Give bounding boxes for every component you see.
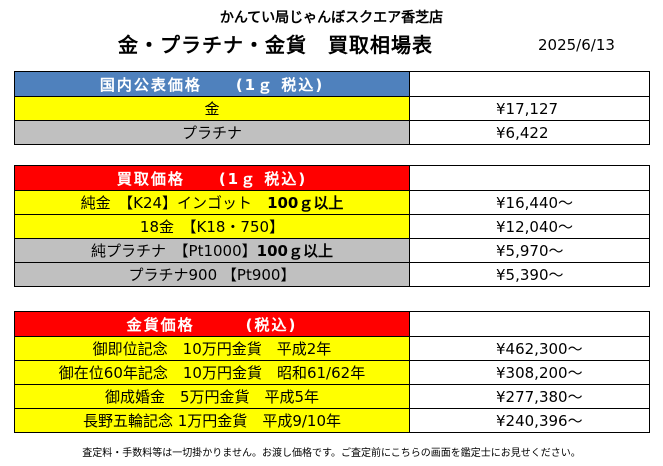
buy-price-table: 買取価格 (1ｇ 税込) 純金 【K24】インゴット 100ｇ以上 ¥16,44…: [14, 165, 650, 287]
platinum-price: ¥6,422: [409, 120, 650, 145]
pure-gold-label: 純金 【K24】インゴット 100ｇ以上: [14, 190, 410, 215]
coin-price-table: 金貨価格 (税込) 御即位記念 10万円金貨 平成2年 ¥462,300～ 御在…: [14, 311, 650, 433]
pure-platinum-label: 純プラチナ 【Pt1000】100ｇ以上: [14, 238, 410, 263]
coin-price-header: 金貨価格 (税込): [14, 311, 410, 337]
page-title: 金・プラチナ・金貨 買取相場表: [118, 33, 433, 57]
table-row: プラチナ ¥6,422: [14, 120, 650, 145]
table-row: 御即位記念 10万円金貨 平成2年 ¥462,300～: [14, 336, 650, 361]
public-price-table: 国内公表価格 (1ｇ 税込) 金 ¥17,127 プラチナ ¥6,422: [14, 71, 650, 145]
gold-price: ¥17,127: [409, 96, 650, 121]
header-blank-cell: [409, 71, 650, 97]
coin-label: 長野五輪記念 1万円金貨 平成9/10年: [14, 408, 410, 433]
public-price-header: 国内公表価格 (1ｇ 税込): [14, 71, 410, 97]
table-row: 純金 【K24】インゴット 100ｇ以上 ¥16,440～: [14, 190, 650, 215]
header-blank-cell: [409, 165, 650, 191]
header-blank-cell: [409, 311, 650, 337]
pt900-name: プラチナ900 【Pt900】: [128, 266, 296, 284]
footnote: 査定料・手数料等は一切掛かりません。お渡し価格です。ご査定前にこちらの画面を鑑定…: [82, 448, 581, 459]
table-row: 長野五輪記念 1万円金貨 平成9/10年 ¥240,396～: [14, 408, 650, 433]
table-row: 御成婚金 5万円金貨 平成5年 ¥277,380～: [14, 384, 650, 409]
pure-gold-name: 純金 【K24】インゴット: [80, 194, 268, 212]
gold-label: 金: [14, 96, 410, 121]
pure-platinum-name: 純プラチナ 【Pt1000】: [91, 242, 257, 260]
pt900-price: ¥5,390～: [409, 262, 650, 287]
k18-gold-price: ¥12,040～: [409, 214, 650, 239]
coin-price: ¥462,300～: [409, 336, 650, 361]
k18-gold-label: 18金 【K18・750】: [14, 214, 410, 239]
pure-gold-price: ¥16,440～: [409, 190, 650, 215]
coin-label: 御在位60年記念 10万円金貨 昭和61/62年: [14, 360, 410, 385]
pure-platinum-price: ¥5,970～: [409, 238, 650, 263]
table-row: 金 ¥17,127: [14, 96, 650, 121]
coin-price: ¥308,200～: [409, 360, 650, 385]
coin-price: ¥277,380～: [409, 384, 650, 409]
platinum-label: プラチナ: [14, 120, 410, 145]
coin-price: ¥240,396～: [409, 408, 650, 433]
table-row: 18金 【K18・750】 ¥12,040～: [14, 214, 650, 239]
coin-label: 御即位記念 10万円金貨 平成2年: [14, 336, 410, 361]
price-date: 2025/6/13: [538, 36, 615, 54]
pt900-label: プラチナ900 【Pt900】: [14, 262, 410, 287]
table-row: プラチナ900 【Pt900】 ¥5,390～: [14, 262, 650, 287]
table-row: 純プラチナ 【Pt1000】100ｇ以上 ¥5,970～: [14, 238, 650, 263]
k18-gold-name: 18金 【K18・750】: [139, 218, 285, 236]
pure-gold-condition: 100ｇ以上: [267, 194, 344, 212]
table-row: 御在位60年記念 10万円金貨 昭和61/62年 ¥308,200～: [14, 360, 650, 385]
coin-label: 御成婚金 5万円金貨 平成5年: [14, 384, 410, 409]
buy-price-header: 買取価格 (1ｇ 税込): [14, 165, 410, 191]
pure-platinum-condition: 100ｇ以上: [256, 242, 333, 260]
store-name: かんてい局じゃんぼスクエア香芝店: [219, 10, 444, 26]
